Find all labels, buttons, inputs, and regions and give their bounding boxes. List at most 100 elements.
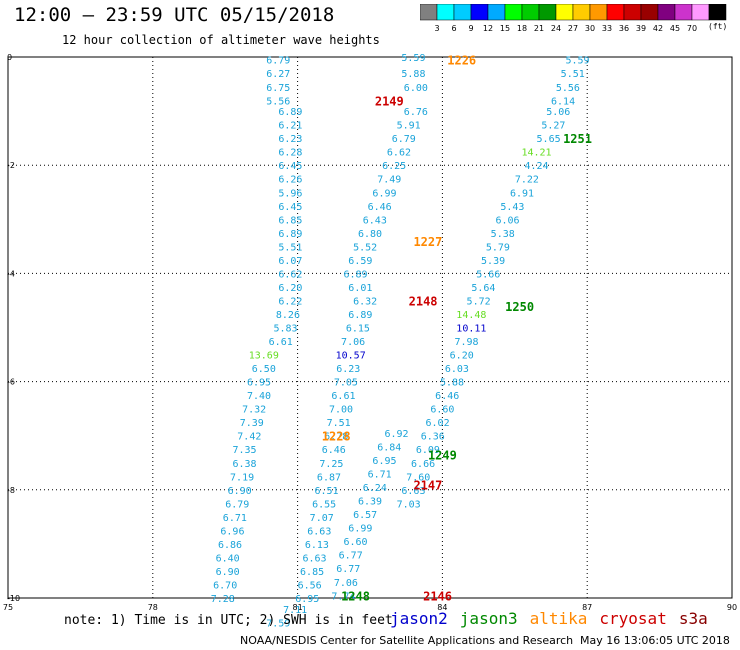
wave-height-label: 6.79 (225, 499, 249, 510)
legend-item-s3a: s3a (678, 609, 708, 628)
wave-height-label: 6.09 (416, 445, 440, 456)
wave-height-label: 6.89 (278, 107, 302, 118)
wave-height-label: 5.43 (500, 202, 524, 213)
wave-height-label: 5.65 (537, 134, 561, 145)
scale-label: 33 (602, 24, 612, 33)
pass-time-label: 1226 (447, 54, 476, 68)
wave-height-label: 6.89 (348, 310, 372, 321)
wave-height-label: 6.95 (372, 456, 396, 467)
wave-height-label: 6.39 (358, 497, 382, 508)
wave-height-label: 5.51 (561, 69, 585, 80)
scale-label: 45 (670, 24, 680, 33)
y-tick-label: -10 (7, 594, 20, 603)
pass-time-label: 2146 (423, 589, 452, 603)
wave-height-label: 6.99 (348, 524, 372, 535)
wave-height-label: 6.95 (247, 378, 271, 389)
y-tick-label: -8 (7, 486, 15, 495)
wave-height-label: 5.91 (397, 121, 421, 132)
y-tick-label: -6 (7, 378, 15, 387)
wave-height-label: 6.50 (252, 364, 276, 375)
pass-time-label: 1251 (563, 132, 592, 146)
wave-height-label: 6.61 (269, 337, 293, 348)
wave-height-label: 5.56 (556, 83, 580, 94)
legend-item-jason2: jason2 (390, 609, 448, 628)
wave-height-label: 7.35 (232, 445, 256, 456)
wave-height-label: 7.28 (211, 594, 235, 605)
wave-height-label: 6.24 (363, 483, 387, 494)
wave-height-label: 6.45 (278, 202, 302, 213)
wave-height-label: 6.86 (218, 540, 242, 551)
chart-subtitle: 12 hour collection of altimeter wave hei… (62, 33, 380, 47)
wave-height-label: 6.20 (278, 283, 302, 294)
wave-height-label: 6.06 (496, 215, 520, 226)
wave-height-label: 5.66 (476, 269, 500, 280)
scale-label: 9 (468, 24, 473, 33)
wave-height-label: 10.57 (336, 351, 366, 362)
scale-label: 15 (500, 24, 510, 33)
wave-height-label: 6.20 (450, 351, 474, 362)
wave-height-label: 7.25 (319, 459, 343, 470)
legend-item-altika: altika (529, 609, 588, 628)
wave-height-label: 5.96 (278, 188, 302, 199)
pass-time-label: 1250 (505, 300, 534, 314)
wave-height-label: 6.85 (300, 567, 324, 578)
wave-height-label: 7.51 (327, 418, 351, 429)
wave-height-label: 6.56 (298, 580, 322, 591)
credit-text: NOAA/NESDIS Center for Satellite Applica… (240, 634, 574, 647)
wave-height-label: 6.95 (295, 594, 319, 605)
wave-height-label: 6.00 (404, 83, 428, 94)
wave-height-label: 5.79 (486, 242, 510, 253)
wave-height-label: 5.38 (491, 229, 515, 240)
wave-height-label: 6.78 (324, 432, 348, 443)
wave-height-label: 6.46 (435, 391, 459, 402)
wave-height-label: 6.90 (228, 486, 252, 497)
pass-time-label: 2149 (375, 94, 404, 108)
wave-height-label: 7.98 (454, 337, 478, 348)
satellite-legend: jason2 jason3 altika cryosat s3a (390, 609, 720, 628)
wave-height-label: 5.39 (481, 256, 505, 267)
wave-height-label: 7.22 (515, 175, 539, 186)
wave-height-label: 6.87 (317, 472, 341, 483)
color-scale-unit: (ft) (708, 22, 728, 31)
wave-height-label: 6.46 (322, 445, 346, 456)
scale-label: 36 (619, 24, 629, 33)
scale-label: 6 (451, 24, 456, 33)
wave-height-label: 5.59 (401, 53, 425, 64)
wave-height-label: 7.60 (406, 472, 430, 483)
wave-height-label: 6.40 (216, 553, 240, 564)
wave-height-label: 7.59 (266, 618, 290, 629)
chart-title: 12:00 – 23:59 UTC 05/15/2018 (14, 4, 335, 26)
wave-height-label: 6.84 (377, 443, 401, 454)
wave-height-label: 6.51 (315, 486, 339, 497)
wave-height-label: 6.46 (368, 202, 392, 213)
wave-height-label: 5.59 (565, 56, 589, 67)
wave-height-label: 14.48 (456, 310, 486, 321)
x-tick-label: 81 (293, 603, 303, 612)
wave-height-label: 6.25 (382, 161, 406, 172)
wave-height-label: 6.63 (302, 553, 326, 564)
wave-height-label: 6.27 (266, 69, 290, 80)
wave-height-label: 5.64 (471, 283, 495, 294)
wave-height-label: 6.89 (343, 269, 367, 280)
pass-time-label: 2148 (409, 294, 438, 308)
wave-height-label: 7.07 (310, 513, 334, 524)
wave-height-label: 6.66 (411, 459, 435, 470)
wave-height-label: 5.88 (440, 378, 464, 389)
wave-height-label: 6.63 (401, 486, 425, 497)
scale-swatch (708, 4, 727, 21)
wave-height-label: 6.38 (232, 459, 256, 470)
x-tick-label: 84 (437, 603, 447, 612)
x-tick-label: 75 (3, 603, 13, 612)
color-scale: 3 6 9 12 15 18 21 24 27 30 33 36 39 42 45 70 (420, 4, 727, 33)
wave-height-label: 6.71 (223, 513, 247, 524)
x-tick-label: 90 (727, 603, 737, 612)
wave-height-label: 7.49 (377, 175, 401, 186)
wave-height-label: 7.05 (334, 378, 358, 389)
wave-height-label: 6.36 (421, 432, 445, 443)
wave-height-label: 6.79 (392, 134, 416, 145)
wave-height-label: 6.23 (278, 134, 302, 145)
plot-frame (7, 56, 733, 599)
wave-height-label: 5.88 (401, 69, 425, 80)
wave-height-label: 6.60 (430, 405, 454, 416)
y-tick-label: 0 (7, 53, 12, 62)
